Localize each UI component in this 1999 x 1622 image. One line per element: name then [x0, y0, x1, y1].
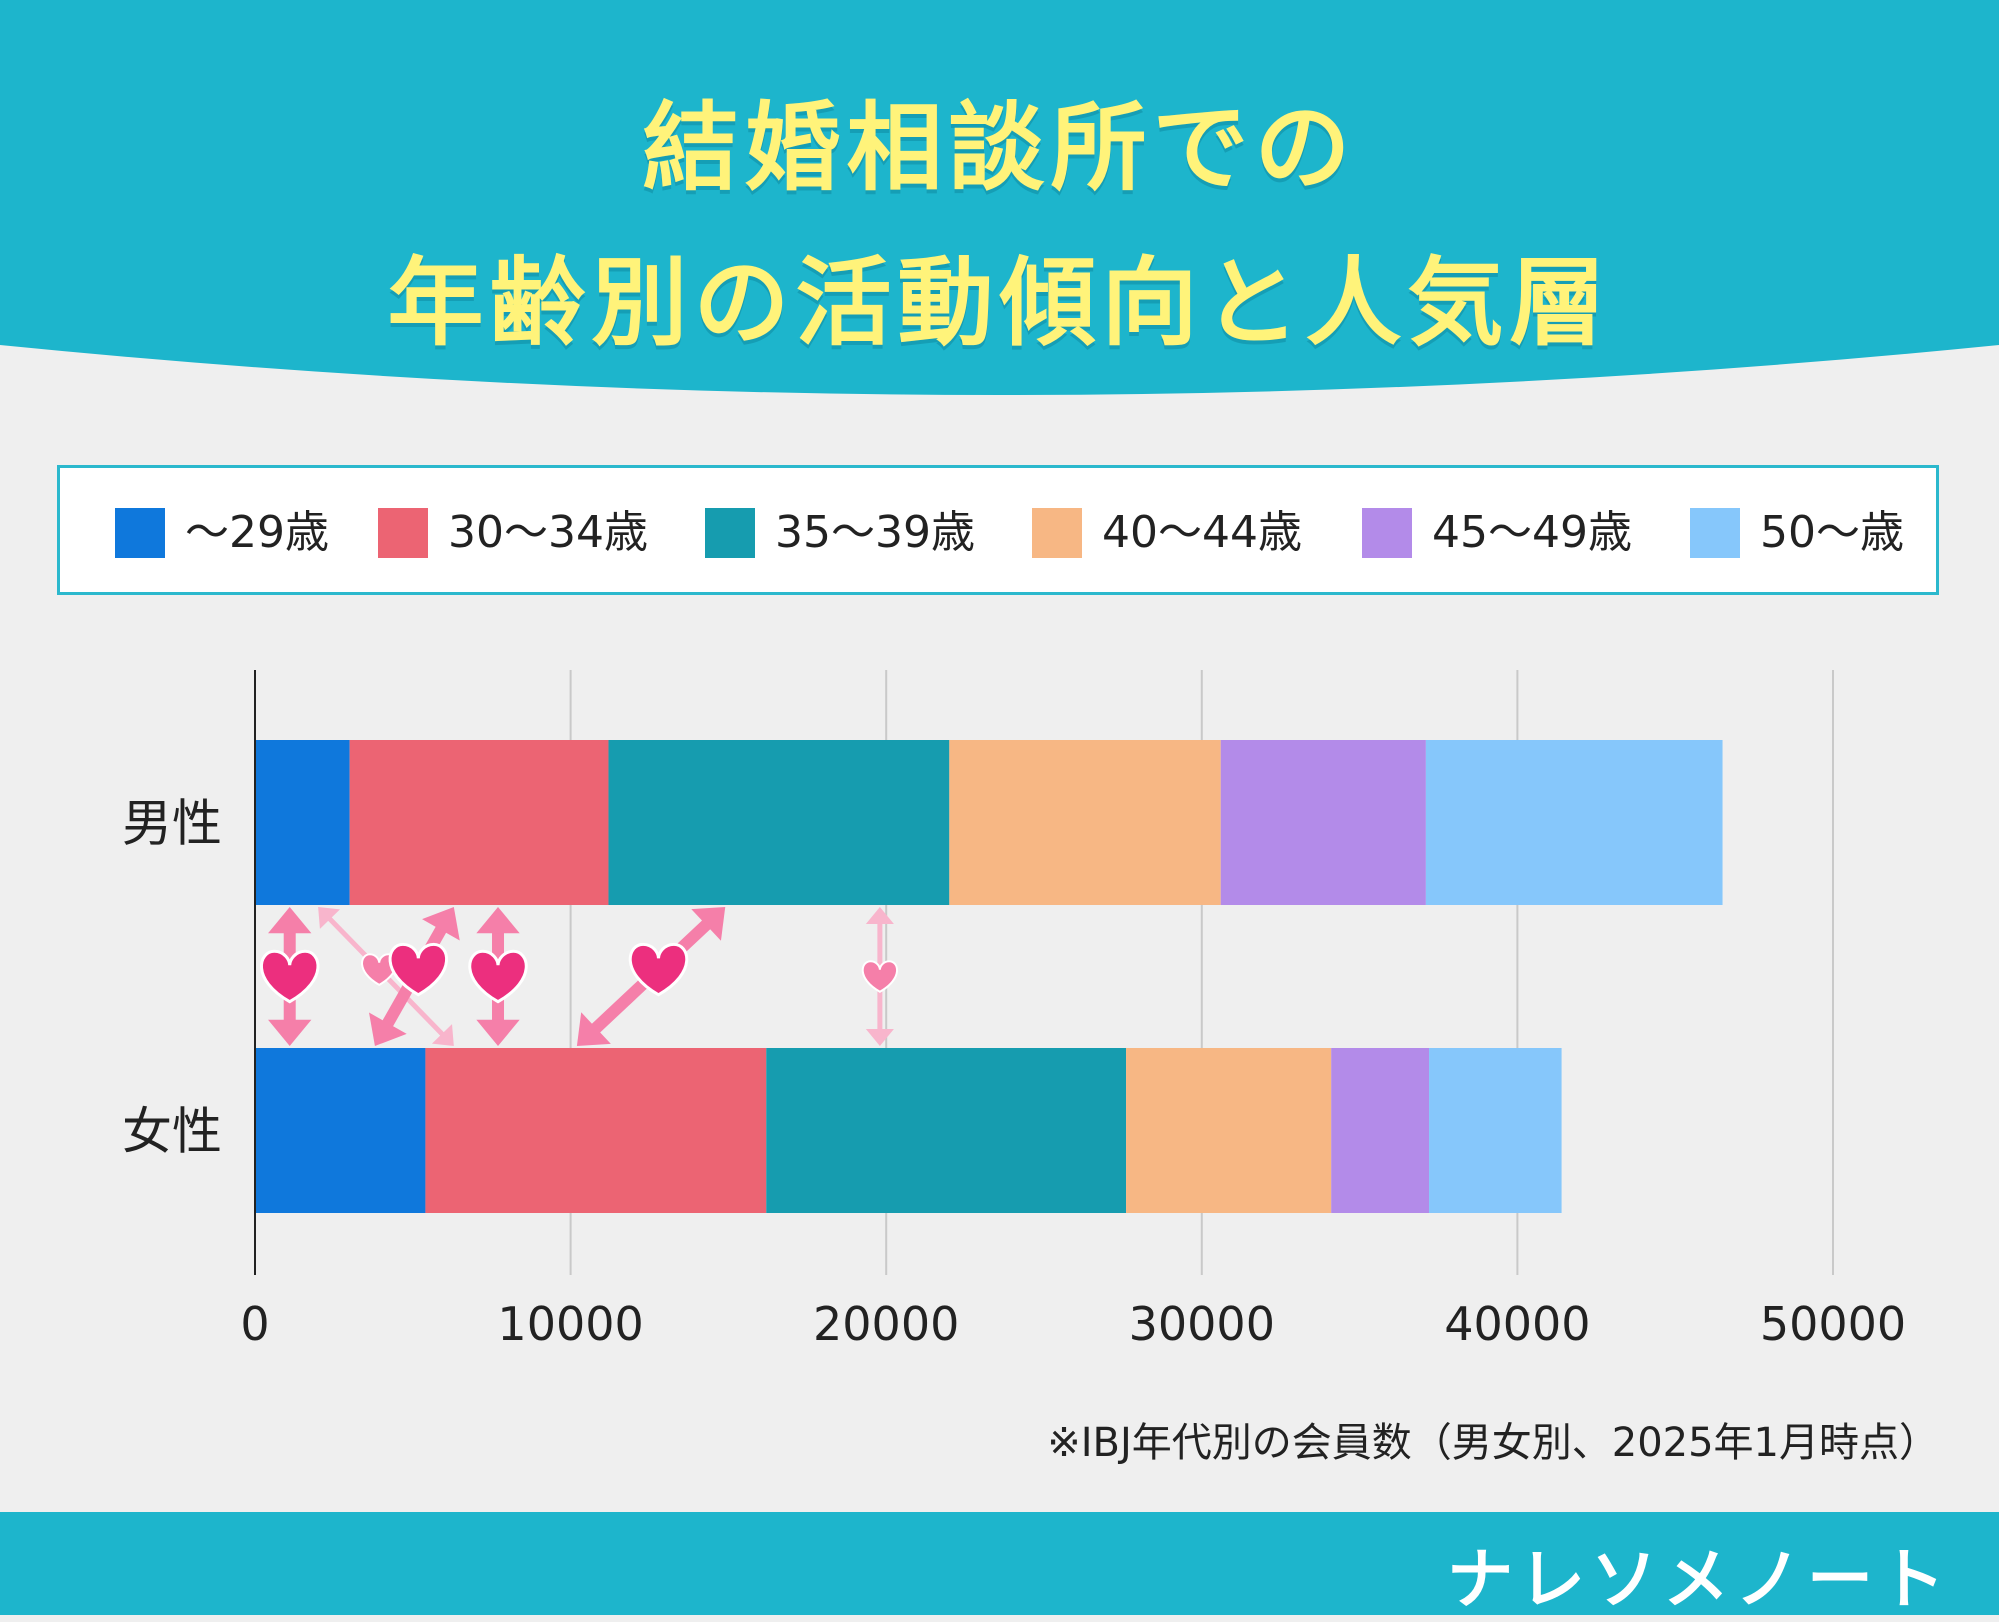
- match-arrow-4: [576, 907, 726, 1046]
- bar-segment-0-3: [949, 740, 1221, 905]
- legend-swatch: [1690, 508, 1740, 558]
- title-line-2: 年齢別の活動傾向と人気層: [387, 247, 1612, 359]
- match-arrow-3: [468, 907, 528, 1046]
- heart-icon: [861, 960, 898, 993]
- legend-label: ～29歳: [185, 507, 329, 558]
- heart-icon: [468, 949, 528, 1004]
- brand-logo: ナレソメノート: [1447, 1541, 1951, 1618]
- source-note: ※IBJ年代別の会員数（男女別、2025年1月時点）: [1047, 1420, 1939, 1466]
- match-arrow-5: [861, 907, 898, 1046]
- arrow-head: [865, 1029, 894, 1046]
- legend-label: 50～歳: [1760, 507, 1904, 558]
- arrow-head: [476, 907, 520, 934]
- arrow-head: [268, 1019, 312, 1046]
- heart-icon: [260, 949, 320, 1004]
- legend-swatch: [1032, 508, 1082, 558]
- legend-swatch: [1362, 508, 1412, 558]
- legend-label: 45～49歳: [1432, 507, 1632, 558]
- match-arrow-0: [260, 907, 320, 1046]
- arrow-head: [268, 907, 312, 934]
- match-arrow-2: [369, 907, 460, 1046]
- x-tick-label: 0: [240, 1297, 269, 1351]
- bar-segment-1-1: [425, 1048, 767, 1213]
- match-arrows: [260, 907, 898, 1046]
- arrow-head: [476, 1019, 520, 1046]
- bar-segment-1-4: [1331, 1048, 1430, 1213]
- legend-swatch: [115, 508, 165, 558]
- arrow-head: [422, 907, 460, 941]
- header-background: [0, 0, 1999, 395]
- bar-segment-0-0: [255, 740, 350, 905]
- legend-label: 40～44歳: [1102, 507, 1302, 558]
- arrow-head: [576, 1012, 611, 1046]
- x-tick-label: 50000: [1760, 1297, 1906, 1351]
- x-tick-label: 10000: [497, 1297, 643, 1351]
- y-category-label: 男性: [122, 795, 222, 853]
- bar-segment-1-0: [255, 1048, 426, 1213]
- legend-swatch: [705, 508, 755, 558]
- bar-segment-1-2: [766, 1048, 1127, 1213]
- chart-legend: ～29歳 30～34歳 35～39歳 40～44歳 45～49歳 50～歳: [57, 465, 1939, 595]
- bar-segment-0-2: [608, 740, 950, 905]
- header-banner: 結婚相談所での 年齢別の活動傾向と人気層: [0, 0, 1999, 420]
- x-tick-label: 30000: [1129, 1297, 1275, 1351]
- footer-bar: ナレソメノート: [0, 1512, 1999, 1618]
- y-category-label: 女性: [122, 1103, 222, 1161]
- bar-segment-0-5: [1425, 740, 1723, 905]
- arrow-head: [431, 1024, 454, 1046]
- arrow-head: [865, 907, 894, 924]
- arrow-head: [318, 907, 340, 929]
- bar-segment-1-3: [1126, 1048, 1332, 1213]
- legend-label: 35～39歳: [775, 507, 975, 558]
- x-tick-label: 40000: [1444, 1297, 1590, 1351]
- heart-icon: [388, 942, 448, 997]
- arrow-head: [369, 1012, 407, 1046]
- x-tick-label: 20000: [813, 1297, 959, 1351]
- bar-segment-0-1: [349, 740, 609, 905]
- match-arrow-1: [318, 907, 454, 1046]
- bar-segment-1-5: [1429, 1048, 1562, 1213]
- bar-segments: [255, 740, 1723, 1213]
- arrow-head: [691, 907, 726, 941]
- legend-label: 30～34歳: [448, 507, 648, 558]
- bar-segment-0-4: [1220, 740, 1426, 905]
- heart-icon: [628, 942, 689, 997]
- title-line-1: 結婚相談所での: [642, 92, 1357, 204]
- legend-swatch: [378, 508, 428, 558]
